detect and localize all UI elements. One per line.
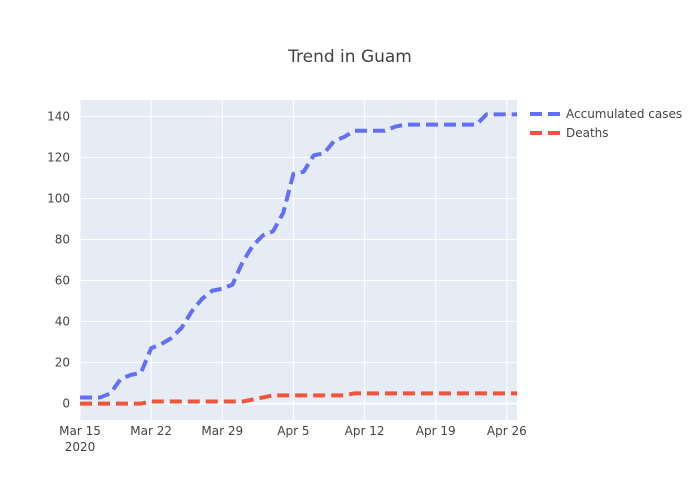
legend-label: Accumulated cases <box>566 107 682 121</box>
series-line-1[interactable] <box>80 391 517 406</box>
legend: Accumulated cases Deaths <box>530 107 682 140</box>
x-tick-label: Apr 26 <box>487 424 527 438</box>
y-tick-label: 140 <box>47 109 70 123</box>
series-layer <box>80 112 517 406</box>
grid <box>79 100 517 420</box>
y-axis: 0 20 40 60 80 100 120 140 <box>47 109 70 410</box>
plot-area[interactable] <box>80 100 517 420</box>
x-tick-label: Apr 5 <box>277 424 309 438</box>
series-line-0[interactable] <box>80 112 517 400</box>
y-tick-label: 60 <box>55 274 70 288</box>
x-tick-label: Mar 29 <box>201 424 243 438</box>
x-tick-sublabel: 2020 <box>65 440 96 454</box>
y-tick-label: 0 <box>62 397 70 411</box>
x-axis: Mar 15 2020 Mar 22 Mar 29 Apr 5 Apr 12 Apr 19 A… <box>59 424 527 454</box>
y-tick-label: 80 <box>55 232 70 246</box>
legend-item-0[interactable]: Accumulated cases <box>530 107 682 121</box>
y-tick-label: 120 <box>47 150 70 164</box>
y-tick-label: 40 <box>55 315 70 329</box>
x-tick-label: Apr 19 <box>416 424 456 438</box>
x-tick-label: Mar 15 <box>59 424 101 438</box>
legend-item-1[interactable]: Deaths <box>530 126 609 140</box>
x-tick-label: Mar 22 <box>130 424 172 438</box>
y-tick-label: 100 <box>47 191 70 205</box>
chart-title: Trend in Guam <box>287 47 412 67</box>
x-tick-label: Apr 12 <box>345 424 385 438</box>
y-tick-label: 20 <box>55 356 70 370</box>
legend-label: Deaths <box>566 126 609 140</box>
